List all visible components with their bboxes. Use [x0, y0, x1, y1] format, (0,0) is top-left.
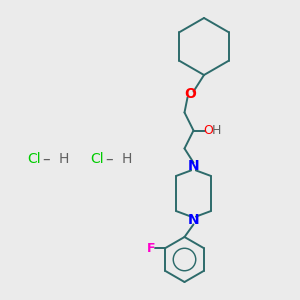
- Text: F: F: [147, 242, 156, 255]
- Text: –: –: [106, 152, 113, 166]
- Text: H: H: [211, 124, 221, 137]
- Text: H: H: [58, 152, 69, 166]
- Text: –: –: [43, 152, 50, 166]
- Text: N: N: [188, 160, 199, 173]
- Text: Cl: Cl: [27, 152, 40, 166]
- Text: N: N: [188, 214, 199, 227]
- Text: O: O: [184, 88, 196, 101]
- Text: H: H: [122, 152, 132, 166]
- Text: Cl: Cl: [90, 152, 104, 166]
- Text: O: O: [204, 124, 213, 137]
